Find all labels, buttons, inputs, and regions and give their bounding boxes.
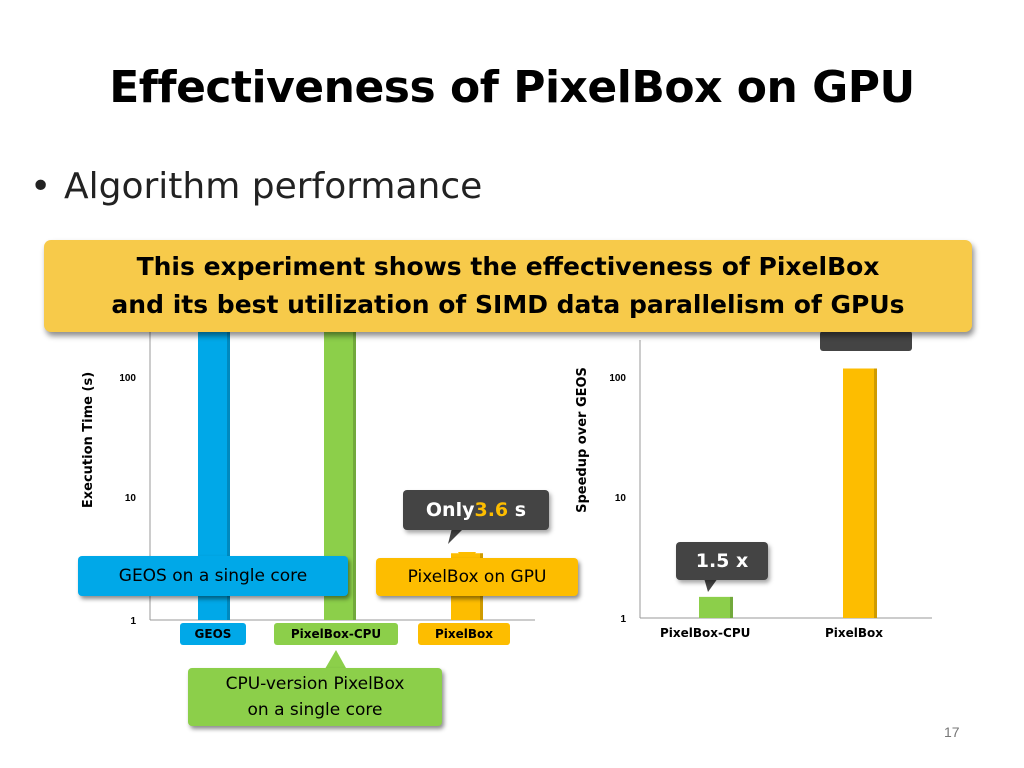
cpu-version-tag: CPU-version PixelBox on a single core [188, 668, 442, 726]
bullet-item: • Algorithm performance [30, 166, 482, 207]
right-category-label-pixelbox: PixelBox [825, 626, 884, 640]
left-tick-label-10: 10 [125, 493, 137, 504]
only-bubble-pointer [448, 528, 464, 544]
right-category-label-pixelbox-cpu: PixelBox-CPU [660, 626, 751, 640]
only-value: 3.6 [474, 499, 509, 521]
right-bars [699, 368, 877, 618]
right-tick-label-100: 100 [609, 373, 626, 384]
only-time-bubble: Only 3.6 s [403, 490, 549, 530]
only-suffix: s [508, 499, 527, 521]
speedup-cpu-bubble: 1.5 x [676, 542, 768, 580]
category-label-pixelbox: PixelBox [418, 623, 510, 645]
speedup-chart: 1 10 100 Speedup over GEOS [575, 340, 932, 625]
right-bar-shade-pixelbox [874, 368, 877, 618]
left-bar-shade-geos [227, 307, 230, 620]
category-label-geos: GEOS [180, 623, 246, 645]
speedup-bubble-pointer [704, 578, 718, 592]
callout-line-1: This experiment shows the effectiveness … [136, 252, 880, 281]
right-y-axis-title: Speedup over GEOS [575, 367, 590, 513]
category-label-pixelbox-cpu: PixelBox-CPU [274, 623, 398, 645]
pixelbox-gpu-tag: PixelBox on GPU [376, 558, 578, 596]
cpu-version-line-1: CPU-version PixelBox [225, 674, 405, 694]
bullet-dot: • [30, 166, 52, 207]
left-tick-label-1: 1 [130, 616, 136, 627]
right-tick-label-1: 1 [620, 614, 626, 625]
only-prefix: Only [425, 499, 475, 521]
bullet-text: Algorithm performance [64, 166, 483, 207]
right-bar-pixelbox-cpu [699, 596, 733, 618]
cpu-version-line-2: on a single core [247, 700, 383, 720]
callout-line-2: and its best utilization of SIMD data pa… [111, 290, 905, 319]
page-number: 17 [944, 724, 960, 740]
right-bar-shade-pixelbox-cpu [730, 596, 733, 618]
left-y-axis-title: Execution Time (s) [81, 372, 96, 508]
callout-banner: This experiment shows the effectiveness … [44, 240, 972, 332]
right-bar-pixelbox [843, 368, 877, 618]
slide-title: Effectiveness of PixelBox on GPU [109, 62, 915, 113]
geos-core-tag: GEOS on a single core [78, 556, 348, 596]
left-bar-shade-pixelbox-cpu [353, 307, 356, 620]
right-tick-label-10: 10 [615, 493, 627, 504]
left-tick-label-100: 100 [119, 373, 136, 384]
speedup-pixelbox-bubble [820, 331, 912, 351]
